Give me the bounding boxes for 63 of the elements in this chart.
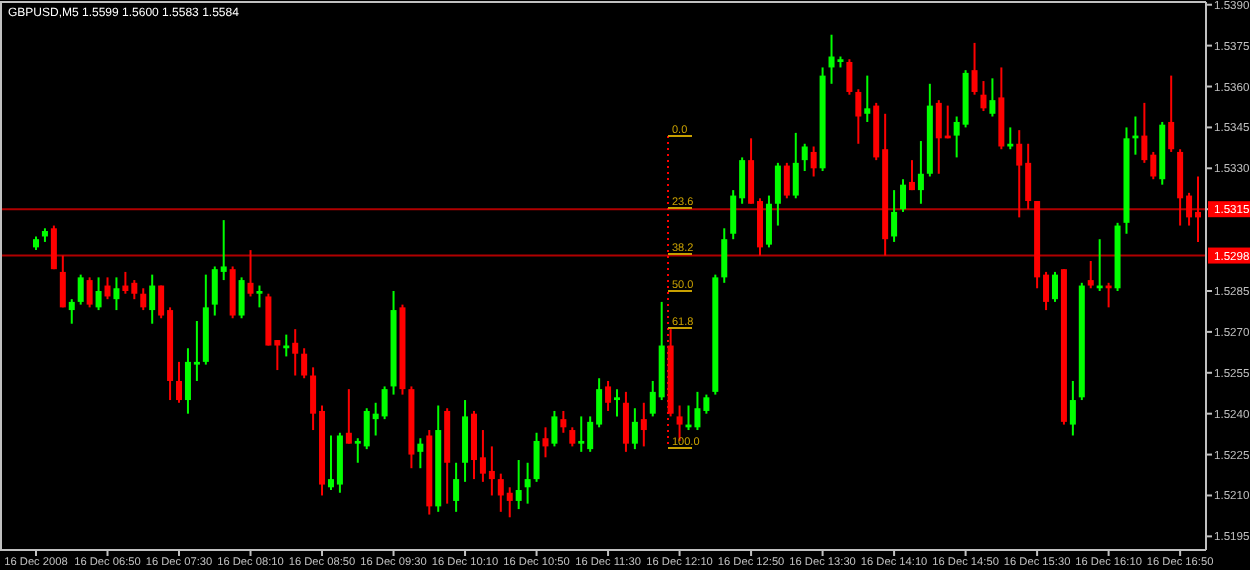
- candlestick: [140, 287, 147, 312]
- candlestick: [551, 409, 558, 448]
- candlestick: [980, 80, 987, 113]
- candlestick: [560, 409, 567, 434]
- candlestick: [301, 347, 308, 380]
- candlestick: [855, 88, 862, 145]
- candlestick: [810, 145, 817, 178]
- candlestick: [176, 360, 183, 404]
- candlestick: [792, 131, 799, 200]
- candlestick: [864, 74, 871, 123]
- candlestick: [569, 426, 576, 448]
- candlestick: [68, 298, 75, 325]
- candlestick: [506, 486, 513, 519]
- candlestick: [1051, 270, 1058, 303]
- candlestick: [1168, 74, 1175, 153]
- candlestick: [524, 461, 531, 505]
- candlestick: [640, 401, 647, 448]
- candlestick: [247, 249, 254, 298]
- candlestick: [515, 459, 522, 511]
- candlestick: [95, 276, 102, 312]
- candlestick: [488, 445, 495, 497]
- candlestick: [50, 224, 57, 271]
- candlestick: [1087, 260, 1094, 290]
- candlestick: [765, 194, 772, 249]
- candlestick: [828, 33, 835, 85]
- candlestick: [801, 142, 808, 173]
- candlestick: [917, 140, 924, 205]
- candlestick: [381, 385, 388, 421]
- candlestick: [149, 273, 156, 325]
- candlestick: [453, 461, 460, 513]
- candlestick: [542, 426, 549, 459]
- candlestick: [971, 41, 978, 96]
- candlestick: [229, 265, 236, 320]
- candlestick: [292, 328, 299, 377]
- candlestick: [846, 58, 853, 96]
- candlestick: [908, 159, 915, 192]
- candlestick: [462, 399, 469, 483]
- candlestick: [631, 407, 638, 451]
- candlestick: [605, 379, 612, 412]
- candlestick: [694, 390, 701, 432]
- candlestick: [891, 189, 898, 243]
- candlestick: [77, 273, 84, 306]
- candlestick: [238, 276, 245, 320]
- candlestick: [989, 77, 996, 118]
- candlestick: [1177, 148, 1184, 227]
- candlestick: [622, 390, 629, 453]
- candlestick: [104, 276, 111, 301]
- candlestick: [774, 161, 781, 227]
- candlestick: [122, 270, 129, 295]
- candlestick: [1016, 129, 1023, 219]
- candlestick: [533, 431, 540, 483]
- candlestick: [345, 388, 352, 445]
- candlestick: [113, 276, 120, 312]
- candlestick: [783, 161, 790, 200]
- candlestick: [900, 178, 907, 213]
- candlestick: [578, 415, 585, 453]
- candlestick: [86, 276, 93, 309]
- candlestick: [256, 284, 263, 309]
- candlestick: [1069, 379, 1076, 437]
- candlestick: [417, 437, 424, 470]
- candlestick: [614, 388, 620, 418]
- candlestick: [59, 254, 66, 309]
- candlestick: [721, 227, 728, 284]
